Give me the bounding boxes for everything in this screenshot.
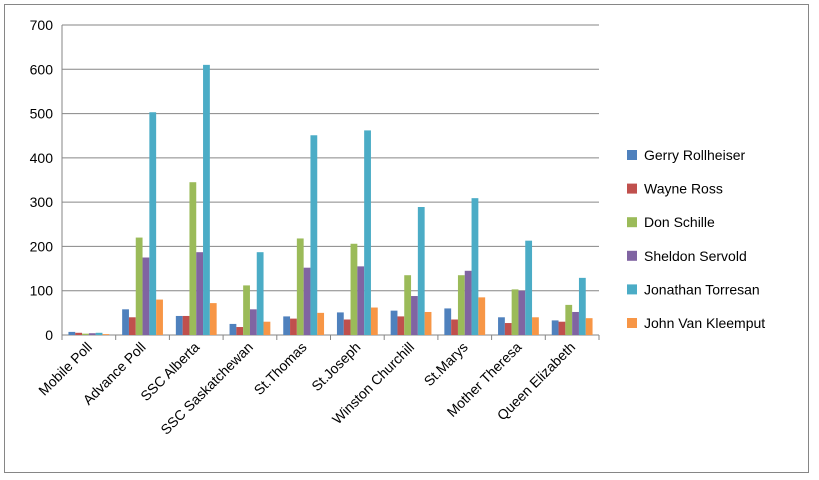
bar (203, 64, 210, 336)
bar (364, 130, 371, 335)
bar (317, 312, 325, 335)
legend-label: Gerry Rollheiser (644, 147, 745, 163)
bar (236, 327, 244, 335)
bar (558, 321, 566, 335)
bar (182, 315, 190, 335)
legend-label: Don Schille (644, 214, 715, 230)
x-tick-label: St.Joseph (308, 339, 363, 394)
bar (95, 332, 103, 335)
bar (256, 252, 264, 335)
bar (209, 303, 217, 335)
y-tick-label: 400 (30, 150, 54, 166)
bar (142, 257, 150, 335)
y-tick-label: 600 (30, 61, 54, 77)
legend-swatch (627, 183, 637, 194)
bar (128, 317, 136, 335)
x-tick-label: SSC Saskatchewan (157, 339, 256, 438)
legend-label: John Van Kleemput (644, 315, 765, 331)
bar (370, 307, 378, 335)
bar (122, 309, 129, 335)
y-tick-label: 200 (30, 238, 54, 254)
bar (585, 318, 593, 335)
bar (82, 333, 89, 335)
bar (296, 238, 304, 335)
bar (336, 312, 344, 335)
bar (498, 317, 505, 335)
legend-swatch (627, 250, 637, 261)
bar (243, 285, 250, 335)
bar (249, 309, 257, 335)
bar (156, 299, 163, 335)
bar (565, 304, 573, 335)
legend-swatch (627, 150, 637, 160)
bar (350, 243, 358, 335)
y-tick-label: 0 (45, 327, 53, 343)
y-tick-label: 300 (30, 194, 54, 210)
y-tick-label: 500 (30, 106, 54, 122)
bar (404, 275, 412, 335)
legend-swatch (627, 284, 637, 295)
bar (263, 321, 271, 335)
bar (149, 112, 157, 336)
bar (397, 316, 405, 335)
legend-swatch (627, 217, 637, 228)
legend-label: Sheldon Servold (644, 248, 747, 264)
bar (511, 289, 519, 335)
bar (578, 277, 586, 335)
bar (444, 308, 452, 335)
legend-swatch (627, 318, 637, 328)
bar (390, 310, 398, 335)
y-tick-label: 100 (30, 283, 54, 299)
bar (102, 334, 110, 335)
bar (525, 240, 533, 335)
bar (357, 266, 365, 335)
bar (551, 320, 559, 335)
x-tick-label: St.Marys (421, 339, 471, 389)
bar (572, 311, 579, 335)
bar (283, 316, 291, 335)
bar (457, 275, 465, 335)
bar (504, 323, 512, 335)
bar (290, 318, 297, 335)
x-tick-label: St.Thomas (251, 339, 310, 398)
legend-label: Jonathan Torresan (644, 281, 760, 297)
bar (88, 333, 96, 335)
bar (471, 198, 479, 335)
bar (196, 252, 204, 335)
bar (75, 332, 83, 335)
bar (464, 270, 472, 335)
bar (343, 319, 351, 335)
bar (68, 331, 76, 335)
bar (189, 182, 197, 335)
legend-label: Wayne Ross (644, 181, 723, 197)
bar (310, 135, 318, 335)
bar (518, 290, 526, 335)
bar (451, 319, 458, 335)
bar (417, 207, 425, 335)
bar (411, 296, 418, 335)
chart-frame: 0 100 200 300 400 500 600 700 Mobile Poll Advance… (4, 4, 809, 473)
bar (424, 311, 432, 335)
y-tick-label: 700 (30, 17, 54, 33)
bar (135, 237, 143, 335)
bar (532, 317, 539, 335)
bar (478, 297, 486, 335)
bar (175, 315, 183, 335)
bar (303, 267, 311, 335)
bar (229, 323, 237, 335)
